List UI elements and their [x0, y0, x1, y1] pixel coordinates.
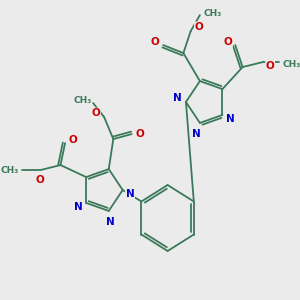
- Text: O: O: [151, 37, 159, 47]
- Text: O: O: [68, 135, 77, 145]
- Text: CH₃: CH₃: [0, 166, 18, 175]
- Text: CH₃: CH₃: [73, 96, 91, 105]
- Text: O: O: [224, 37, 232, 47]
- Text: CH₃: CH₃: [204, 9, 222, 18]
- Text: N: N: [74, 202, 83, 212]
- Text: O: O: [195, 22, 203, 32]
- Text: O: O: [36, 175, 45, 185]
- Text: N: N: [173, 93, 182, 103]
- Text: O: O: [136, 129, 144, 139]
- Text: O: O: [92, 108, 100, 118]
- Text: O: O: [266, 61, 274, 71]
- Text: N: N: [226, 114, 235, 124]
- Text: CH₃: CH₃: [283, 60, 300, 69]
- Text: N: N: [192, 129, 201, 139]
- Text: N: N: [126, 189, 134, 199]
- Text: N: N: [106, 217, 115, 227]
